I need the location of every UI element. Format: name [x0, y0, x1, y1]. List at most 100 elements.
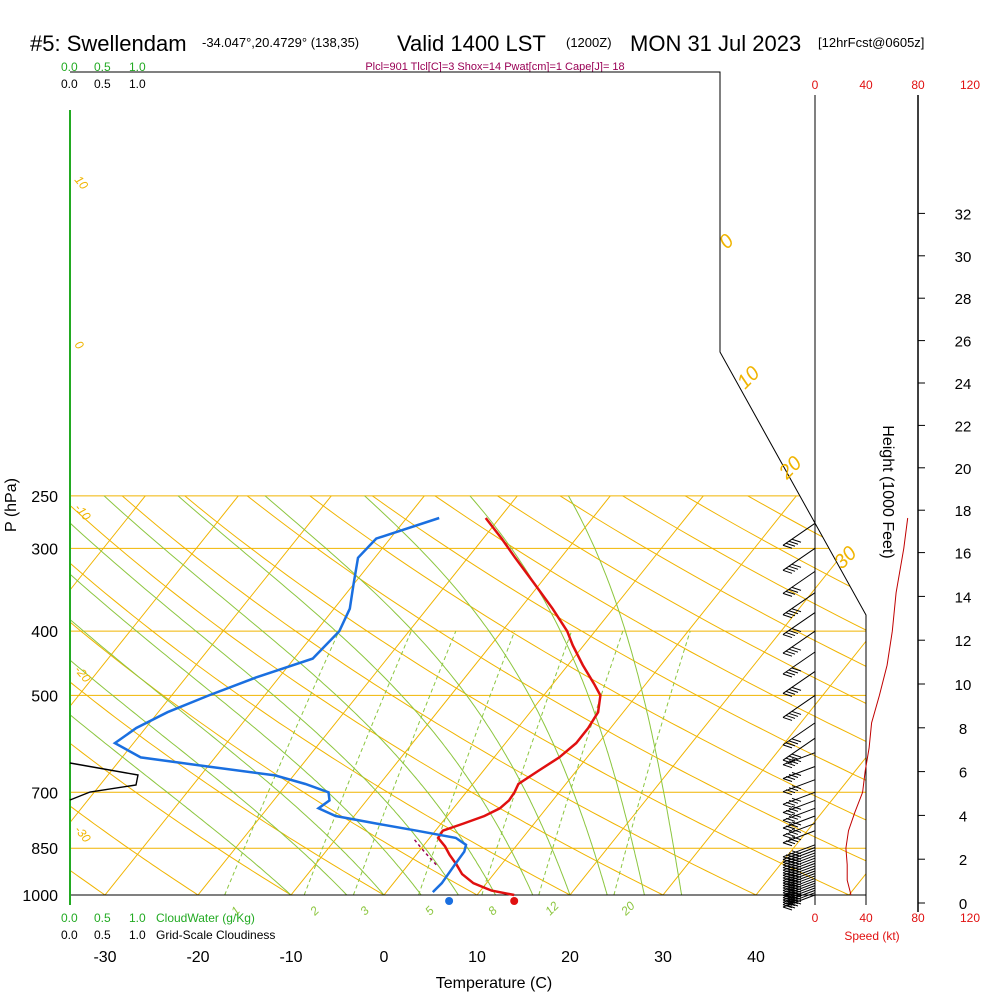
moist-adiabat [567, 495, 683, 896]
wind-barb [782, 752, 816, 769]
pressure-tick-300: 300 [31, 541, 58, 558]
wind-barb-flag [788, 895, 799, 900]
wind-barb-flag [788, 888, 799, 893]
wind-barb-flag [788, 688, 799, 693]
wind-barb-staff [782, 815, 816, 829]
temperature-tick-30: 30 [654, 949, 672, 966]
wind-barb-staff [782, 670, 816, 694]
top-green-scale-2: 1.0 [129, 60, 146, 74]
mixing-ratio-line [352, 631, 457, 896]
diagnostics-line: Plcl=901 Tlcl[C]=3 Shox=14 Pwat[cm]=1 Ca… [365, 61, 624, 73]
wind-barb-flag [791, 886, 802, 891]
speed-bottom-120: 120 [960, 911, 980, 925]
wind-barb-staff [782, 651, 816, 675]
wind-barb-flag [785, 832, 796, 837]
wind-barb-flag [785, 632, 796, 637]
height-tick-16: 16 [955, 546, 972, 563]
isotherm [848, 495, 866, 896]
height-tick-12: 12 [955, 633, 972, 650]
zulu-time: (1200Z) [566, 35, 612, 50]
dry-adiabat [70, 495, 199, 896]
isotherm [70, 495, 332, 896]
adiabat-label-left: 0 [72, 338, 87, 352]
wind-barb [782, 779, 816, 796]
wind-barb-staff [782, 547, 816, 571]
wind-barb-flag [788, 648, 799, 653]
pressure-ticks: 250 300 400 500 700 850 1000 [22, 489, 58, 905]
wind-barb-staff [782, 830, 816, 844]
height-tick-14: 14 [955, 589, 972, 606]
speed-bottom-80: 80 [911, 911, 925, 925]
speed-bottom-40: 40 [859, 911, 873, 925]
wind-barb [782, 651, 816, 678]
wind-barb-flag [782, 904, 793, 909]
isotherm [290, 495, 611, 896]
wind-barb-staff [782, 570, 816, 594]
wind-barb-flag [782, 869, 793, 874]
wind-barb-flag [785, 840, 796, 845]
moist-adiabat [364, 495, 608, 896]
wind-barb-flag [782, 569, 793, 574]
cloudwater-legend: CloudWater (g/Kg) [156, 911, 255, 925]
wind-barb-staff [782, 791, 816, 805]
wind-barb-flag [782, 894, 793, 899]
wind-barb-flag [782, 887, 793, 892]
temperature-axis-title: Temperature (C) [436, 975, 552, 992]
adiabat-label-left: -10 [72, 501, 94, 524]
height-tick-24: 24 [955, 376, 972, 393]
plot-frame [70, 71, 867, 905]
wind-barbs [782, 522, 816, 911]
wind-barb-flag [791, 710, 802, 715]
mixing-ratio-label: 3 [357, 903, 372, 918]
isotherm [104, 495, 425, 896]
wind-barb-flag [785, 789, 796, 794]
height-tick-2: 2 [959, 852, 967, 869]
bottom-green-scale-2: 1.0 [129, 911, 146, 925]
wind-barb-flag [785, 650, 796, 655]
wind-barb-flag [791, 628, 802, 633]
speed-bottom-0: 0 [812, 911, 819, 925]
adiabat-label-left: 10 [72, 173, 92, 192]
isotherm [70, 495, 146, 896]
speed-top-40: 40 [859, 78, 873, 92]
wind-barb-flag [788, 823, 799, 828]
speed-axis-title: Speed (kt) [844, 929, 899, 943]
wind-barb-flag [785, 904, 796, 909]
wind-barb-flag [791, 883, 802, 888]
height-tick-6: 6 [959, 765, 967, 782]
wind-barb-flag [791, 888, 802, 893]
top-black-scale-1: 0.5 [94, 77, 111, 91]
dry-adiabat [121, 495, 757, 896]
mixing-ratio-label: 8 [485, 903, 500, 918]
top-black-scale-2: 1.0 [129, 77, 146, 91]
wind-barb-flag [782, 778, 793, 782]
wind-barb-flag [791, 686, 802, 691]
wind-barb-flag [782, 592, 793, 597]
dry-adiabat [70, 495, 292, 896]
wind-barb-staff [782, 766, 816, 779]
dry-adiabat [309, 495, 866, 896]
forecast-label: [12hrFcst@0605z] [818, 35, 924, 50]
adiabat-label-right: 0 [715, 230, 738, 253]
top-black-scale: 0.0 0.5 1.0 [61, 77, 146, 91]
dry-adiabat [434, 495, 866, 896]
wind-barb-flag [782, 614, 793, 619]
wind-barb-flag [782, 901, 793, 906]
speed-top-120: 120 [960, 78, 980, 92]
wind-barb-flag [788, 787, 799, 792]
wind-barb-flag [788, 540, 799, 545]
station-title: #5: Swellendam [30, 31, 187, 56]
dry-adiabat [246, 495, 866, 896]
wind-barb-flag [791, 895, 802, 900]
pressure-tick-1000: 1000 [22, 888, 58, 905]
wind-barb-flag [791, 785, 802, 790]
adiabat-label-right: 30 [830, 542, 861, 573]
wind-barb [782, 766, 816, 782]
wind-barb-flag [785, 825, 796, 830]
wind-barb-flag [788, 807, 799, 812]
wind-barb-flag [782, 856, 793, 861]
cloudiness-profile [69, 762, 139, 801]
wind-barb-flag [791, 836, 802, 841]
pressure-tick-400: 400 [31, 624, 58, 641]
wind-barb-flag [788, 740, 799, 745]
